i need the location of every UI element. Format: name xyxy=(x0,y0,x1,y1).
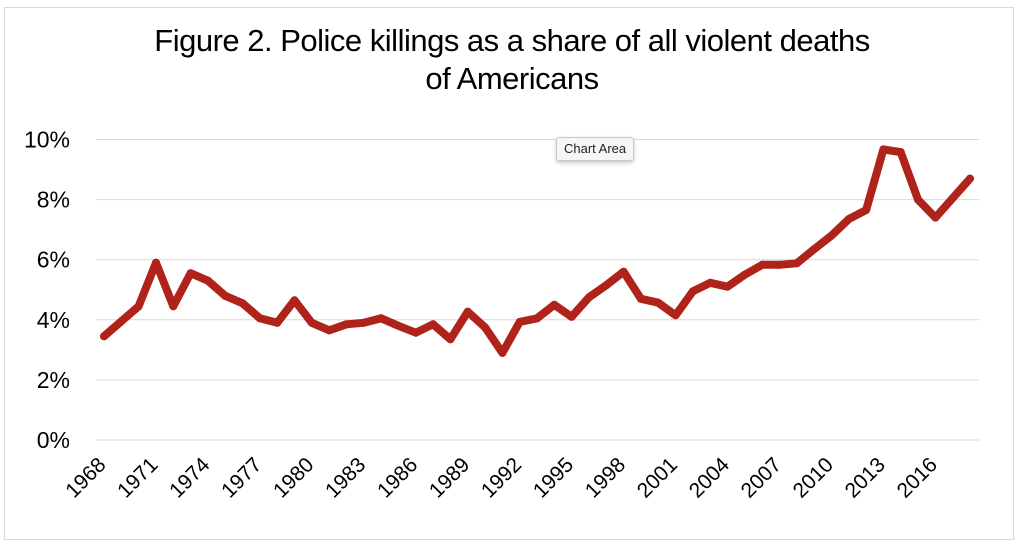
x-tick-label: 2016 xyxy=(893,453,942,502)
y-tick-label: 8% xyxy=(37,187,70,213)
x-axis-tick-labels: 1968 1971 1974 1977 1980 1983 1986 1989 1992 1995… xyxy=(61,453,942,503)
data-point-2005 xyxy=(740,270,749,279)
data-point-1978 xyxy=(273,318,282,327)
data-point-2018 xyxy=(966,174,974,183)
x-tick-label: 1983 xyxy=(321,453,370,502)
y-axis-tick-labels: 0% 2% 4% 6% 8% 10% xyxy=(24,127,70,454)
data-point-1975 xyxy=(221,291,230,300)
data-point-1973 xyxy=(186,269,195,278)
data-point-1968 xyxy=(100,332,108,341)
data-point-2001 xyxy=(671,311,680,320)
data-point-1972 xyxy=(169,302,178,311)
x-tick-label: 1998 xyxy=(581,453,630,502)
series-group xyxy=(100,145,974,357)
data-point-2009 xyxy=(810,245,819,254)
data-point-1990 xyxy=(481,323,489,332)
x-tick-label: 1992 xyxy=(477,453,526,502)
x-tick-label: 1986 xyxy=(373,453,422,502)
data-point-1995 xyxy=(567,312,576,321)
data-point-1993 xyxy=(533,314,541,323)
x-tick-label: 2013 xyxy=(841,453,890,502)
data-point-1980 xyxy=(307,318,316,327)
data-point-2017 xyxy=(948,194,957,203)
x-tick-label: 2010 xyxy=(789,453,838,502)
data-point-1991 xyxy=(498,348,507,357)
chart-title-line-1: Figure 2. Police killings as a share of … xyxy=(154,23,870,58)
data-point-2000 xyxy=(654,298,663,307)
data-point-1974 xyxy=(203,276,212,285)
data-point-1985 xyxy=(394,321,403,330)
data-point-2014 xyxy=(896,148,905,157)
x-tick-label: 1995 xyxy=(529,453,578,502)
x-tick-label: 1989 xyxy=(425,453,474,502)
data-point-1981 xyxy=(325,326,334,335)
data-point-1999 xyxy=(636,294,645,303)
data-point-1987 xyxy=(429,320,438,329)
data-point-1976 xyxy=(238,299,247,308)
x-tick-label: 1974 xyxy=(165,453,215,503)
data-point-1998 xyxy=(619,267,628,276)
y-tick-label: 6% xyxy=(37,247,70,273)
chart-title: Figure 2. Police killings as a share of … xyxy=(0,22,1024,98)
y-tick-label: 4% xyxy=(37,307,70,333)
data-point-1989 xyxy=(463,307,472,316)
data-point-1983 xyxy=(359,318,368,327)
data-point-2011 xyxy=(844,215,853,224)
y-tick-label: 10% xyxy=(24,127,70,153)
data-point-2008 xyxy=(792,259,801,268)
data-point-1988 xyxy=(446,335,455,344)
data-point-1994 xyxy=(550,300,559,309)
chart-title-line-2: of Americans xyxy=(425,61,599,96)
data-point-2015 xyxy=(914,195,922,204)
gridlines xyxy=(96,139,979,441)
data-point-2006 xyxy=(758,260,767,269)
data-point-1969 xyxy=(117,317,126,326)
data-point-1982 xyxy=(342,320,351,329)
data-point-2003 xyxy=(706,278,715,287)
data-point-1986 xyxy=(411,328,420,337)
data-point-1970 xyxy=(134,302,143,311)
data-point-2013 xyxy=(879,145,888,154)
data-point-2012 xyxy=(862,206,871,215)
data-point-1992 xyxy=(515,317,524,326)
data-point-2004 xyxy=(723,282,732,291)
chart-area-tooltip: Chart Area xyxy=(556,137,635,161)
y-tick-label: 2% xyxy=(37,367,70,393)
chart-frame[interactable] xyxy=(4,7,1014,540)
series-line xyxy=(100,145,974,357)
data-point-1984 xyxy=(377,314,386,323)
data-point-1996 xyxy=(585,293,593,302)
data-point-2010 xyxy=(827,231,836,240)
x-tick-label: 2001 xyxy=(633,453,682,502)
data-point-2007 xyxy=(775,260,784,269)
x-tick-label: 2004 xyxy=(685,453,735,503)
x-tick-label: 1980 xyxy=(269,453,318,502)
y-tick-label: 0% xyxy=(37,427,70,453)
data-point-2002 xyxy=(688,287,697,296)
data-point-1971 xyxy=(152,258,160,267)
data-point-1979 xyxy=(290,296,299,305)
x-tick-label: 1968 xyxy=(61,453,110,502)
x-tick-label: 2007 xyxy=(737,453,786,502)
x-tick-label: 1971 xyxy=(113,453,162,502)
data-point-1997 xyxy=(602,281,611,290)
x-tick-label: 1977 xyxy=(217,453,266,502)
data-point-1977 xyxy=(255,314,264,323)
data-point-2016 xyxy=(931,213,940,222)
